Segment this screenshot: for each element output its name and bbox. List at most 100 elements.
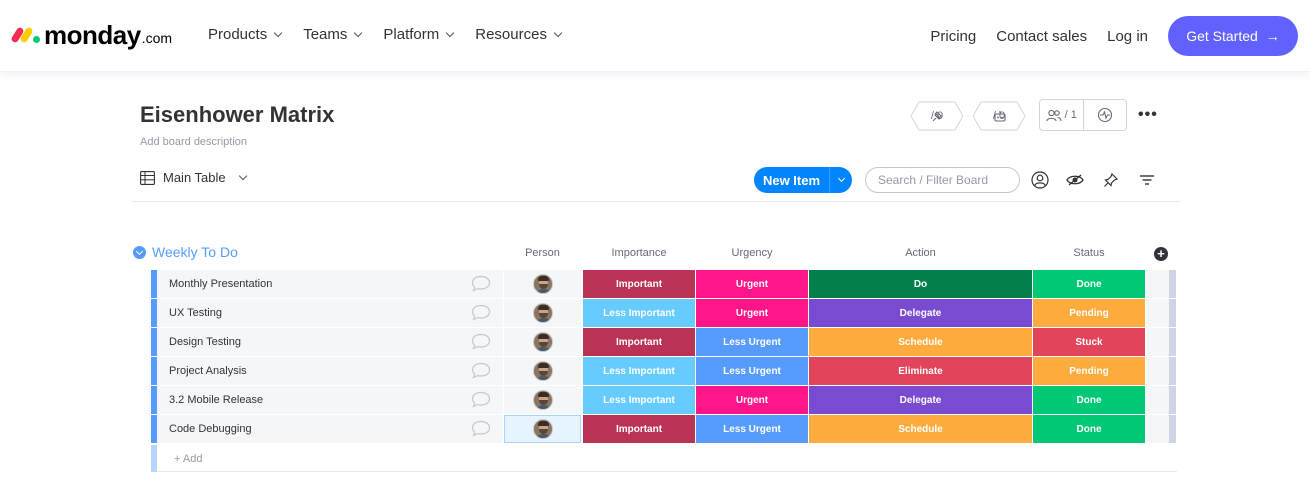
status-cell[interactable]: Pending: [1033, 357, 1145, 385]
importance-cell[interactable]: Important: [583, 270, 695, 298]
item-name-cell[interactable]: Project Analysis: [157, 357, 503, 385]
importance-cell[interactable]: Important: [583, 328, 695, 356]
members-and-activity: / 1: [1039, 99, 1127, 131]
column-header-urgency[interactable]: Urgency: [731, 247, 773, 259]
item-name[interactable]: Design Testing: [169, 336, 241, 348]
table-row[interactable]: 3.2 Mobile Release Less Important Urgent De…: [151, 386, 1177, 414]
comment-icon[interactable]: [471, 275, 491, 292]
members-button[interactable]: / 1: [1040, 100, 1083, 130]
person-cell[interactable]: [504, 299, 581, 327]
table-row[interactable]: Code Debugging Important Less Urgent Schedu…: [151, 415, 1177, 443]
comment-icon[interactable]: [471, 391, 491, 408]
integrations-button[interactable]: / 0: [910, 101, 964, 131]
add-column-icon[interactable]: +: [1154, 247, 1168, 261]
activity-button[interactable]: [1084, 100, 1127, 130]
row-end-bar: [1169, 299, 1176, 327]
status-cell[interactable]: Done: [1033, 415, 1145, 443]
pin-icon[interactable]: [1102, 171, 1120, 189]
group-title[interactable]: Weekly To Do: [152, 244, 238, 260]
action-cell[interactable]: Do: [809, 270, 1032, 298]
urgency-cell[interactable]: Urgent: [696, 386, 808, 414]
importance-cell[interactable]: Less Important: [583, 386, 695, 414]
urgency-cell[interactable]: Urgent: [696, 270, 808, 298]
table-row[interactable]: Monthly Presentation Important Urgent Do Don…: [151, 270, 1177, 298]
status-cell[interactable]: Done: [1033, 386, 1145, 414]
action-cell[interactable]: Delegate: [809, 299, 1032, 327]
action-cell[interactable]: Eliminate: [809, 357, 1032, 385]
table-row[interactable]: Design Testing Important Less Urgent Schedu…: [151, 328, 1177, 356]
action-cell[interactable]: Schedule: [809, 415, 1032, 443]
urgency-cell[interactable]: Less Urgent: [696, 415, 808, 443]
members-icon: [1046, 109, 1062, 121]
person-cell[interactable]: [504, 270, 581, 298]
importance-cell[interactable]: Important: [583, 415, 695, 443]
contact-sales-link[interactable]: Contact sales: [996, 27, 1088, 45]
comment-icon[interactable]: [471, 420, 491, 437]
item-name[interactable]: 3.2 Mobile Release: [169, 394, 264, 406]
automations-icon: [994, 111, 1006, 122]
item-name-cell[interactable]: Monthly Presentation: [157, 270, 503, 298]
comment-icon[interactable]: [471, 333, 491, 350]
item-name-cell[interactable]: Code Debugging: [157, 415, 503, 443]
group-header[interactable]: Weekly To Do: [133, 244, 238, 260]
column-header-action[interactable]: Action: [905, 247, 936, 259]
action-label: Eliminate: [898, 365, 943, 377]
avatar: [532, 419, 553, 439]
search-filter-input[interactable]: Search / Filter Board: [865, 167, 1020, 193]
item-name-cell[interactable]: 3.2 Mobile Release: [157, 386, 503, 414]
automations-button[interactable]: / 0: [972, 101, 1026, 131]
status-label: Done: [1076, 278, 1102, 290]
monday-logo[interactable]: monday .com: [10, 20, 172, 50]
person-cell[interactable]: [504, 415, 581, 443]
hide-icon[interactable]: [1066, 171, 1084, 189]
pricing-link[interactable]: Pricing: [930, 27, 977, 45]
get-started-button[interactable]: Get Started →: [1168, 16, 1298, 56]
urgency-cell[interactable]: Urgent: [696, 299, 808, 327]
item-name-cell[interactable]: UX Testing: [157, 299, 503, 327]
nav-item-label: Products: [208, 26, 268, 43]
urgency-cell[interactable]: Less Urgent: [696, 357, 808, 385]
nav-item-platform[interactable]: Platform: [383, 26, 455, 43]
action-cell[interactable]: Schedule: [809, 328, 1032, 356]
status-cell[interactable]: Done: [1033, 270, 1145, 298]
main-table-view-tab[interactable]: Main Table: [140, 170, 247, 185]
item-name[interactable]: Code Debugging: [169, 423, 252, 435]
importance-label: Important: [615, 423, 663, 435]
importance-label: Important: [615, 336, 663, 348]
new-item-button[interactable]: New Item: [754, 167, 852, 193]
comment-icon[interactable]: [471, 362, 491, 379]
item-name-cell[interactable]: Design Testing: [157, 328, 503, 356]
column-header-importance[interactable]: Importance: [611, 247, 667, 259]
importance-cell[interactable]: Less Important: [583, 357, 695, 385]
person-cell[interactable]: [504, 386, 581, 414]
importance-cell[interactable]: Less Important: [583, 299, 695, 327]
row-end-cell: [1146, 328, 1169, 356]
item-name[interactable]: Monthly Presentation: [169, 278, 273, 290]
comment-icon[interactable]: [471, 304, 491, 321]
board-description[interactable]: Add board description: [140, 136, 248, 148]
table-row[interactable]: Project Analysis Less Important Less Urgen…: [151, 357, 1177, 385]
new-item-dropdown[interactable]: [830, 174, 852, 183]
person-cell[interactable]: [504, 328, 581, 356]
status-cell[interactable]: Stuck: [1033, 328, 1145, 356]
nav-item-products[interactable]: Products: [208, 26, 283, 43]
board-title[interactable]: Eisenhower Matrix: [140, 102, 335, 127]
column-header-person[interactable]: Person: [525, 247, 560, 259]
importance-label: Less Important: [603, 394, 675, 406]
column-header-status[interactable]: Status: [1073, 247, 1105, 259]
person-cell[interactable]: [504, 357, 581, 385]
action-cell[interactable]: Delegate: [809, 386, 1032, 414]
urgency-cell[interactable]: Less Urgent: [696, 328, 808, 356]
collapse-group-icon[interactable]: [133, 245, 146, 259]
nav-item-resources[interactable]: Resources: [475, 26, 563, 43]
sort-icon[interactable]: [1138, 171, 1156, 189]
nav-item-teams[interactable]: Teams: [303, 26, 363, 43]
item-name[interactable]: Project Analysis: [169, 365, 247, 377]
add-item-row[interactable]: + Add: [151, 445, 1177, 472]
person-filter-icon[interactable]: [1031, 171, 1049, 189]
table-row[interactable]: UX Testing Less Important Urgent Delegate Pe…: [151, 299, 1177, 327]
item-name[interactable]: UX Testing: [169, 307, 222, 319]
status-cell[interactable]: Pending: [1033, 299, 1145, 327]
login-link[interactable]: Log in: [1107, 27, 1148, 45]
board-menu-icon[interactable]: •••: [1138, 106, 1158, 123]
